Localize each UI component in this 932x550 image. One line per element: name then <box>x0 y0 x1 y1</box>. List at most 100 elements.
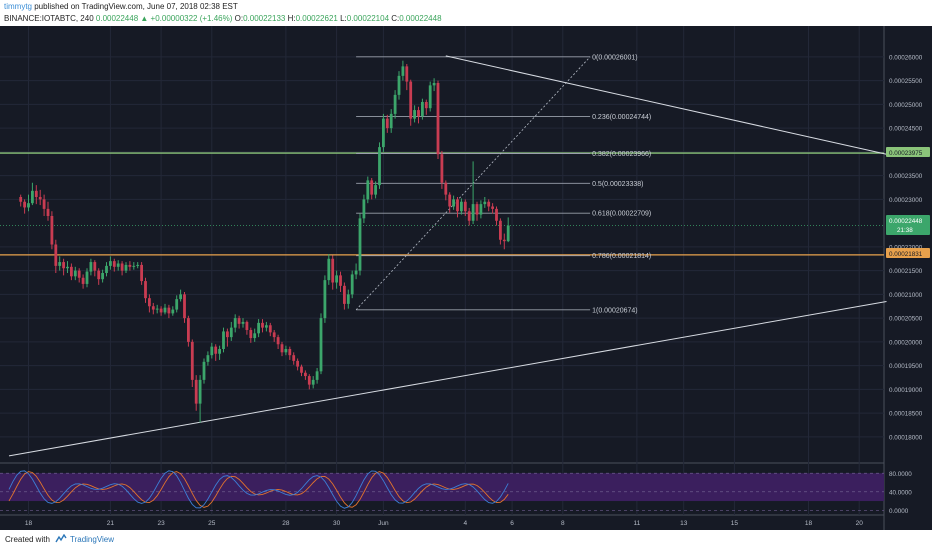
candle-up <box>401 66 405 76</box>
candle-down <box>405 66 409 82</box>
close-label: C: <box>391 14 400 23</box>
time-axis-label: 28 <box>282 520 290 527</box>
candle-up <box>179 294 182 300</box>
last-price: 0.00022448 <box>95 14 139 23</box>
candle-down <box>187 318 190 342</box>
candle-down <box>54 244 58 266</box>
candle-down <box>424 102 428 109</box>
candle-down <box>34 190 38 197</box>
candle-down <box>237 318 241 324</box>
candle-down <box>159 308 163 313</box>
candle-down <box>62 262 65 269</box>
candle-down <box>23 201 26 208</box>
candle-up <box>323 280 327 319</box>
candle-down <box>38 197 42 200</box>
candle-down <box>467 211 471 221</box>
stoch-axis-label: 80.0000 <box>889 471 912 478</box>
candle-down <box>495 208 498 221</box>
candle-up <box>471 204 475 221</box>
candle-down <box>409 81 413 119</box>
time-axis-label: 20 <box>856 520 864 527</box>
candle-down <box>42 199 46 209</box>
price-axis-label: 0.00019500 <box>889 363 923 370</box>
candle-down <box>140 264 143 282</box>
candle-up <box>253 333 257 339</box>
candle-down <box>183 294 186 319</box>
open-label: O: <box>234 14 244 23</box>
candle-up <box>358 218 362 271</box>
candle-down <box>167 307 171 314</box>
stoch-band <box>0 473 884 502</box>
candle-up <box>327 258 331 281</box>
candle-down <box>385 118 389 129</box>
symbol-label: BINANCE:IOTABTC, 240 <box>4 14 94 23</box>
candle-up <box>378 147 381 186</box>
time-axis-label: 18 <box>805 520 813 527</box>
candle-up <box>421 102 424 117</box>
author-link[interactable]: timmytg <box>4 2 32 11</box>
chart-header: timmytg published on TradingView.com, Ju… <box>0 0 932 26</box>
price-axis-label: 0.00021500 <box>889 268 923 275</box>
candle-up <box>132 265 136 267</box>
candle-down <box>343 285 346 304</box>
orange-level-tag-text: 0.00021831 <box>889 251 923 258</box>
candle-down <box>440 154 444 183</box>
price-axis-label: 0.00021000 <box>889 292 923 299</box>
stoch-d-line <box>8 471 509 508</box>
time-axis-label: 23 <box>157 520 165 527</box>
price-chart[interactable]: 0.00026000 0.00025500 0.00025000 0.00024500… <box>0 26 932 530</box>
candle-down <box>249 330 253 339</box>
candle-down <box>296 360 299 367</box>
time-axis-label: 13 <box>680 520 688 527</box>
tradingview-brand[interactable]: TradingView <box>70 535 115 544</box>
candle-down <box>50 216 54 245</box>
candle-up <box>366 180 370 200</box>
candle-up <box>206 355 210 362</box>
candle-down <box>19 197 23 202</box>
candle-up <box>218 349 221 354</box>
fib-level-label: 0.236(0.00024744) <box>592 114 651 121</box>
fib-level-label: 0.618(0.00022709) <box>592 211 651 218</box>
candle-up <box>346 294 350 304</box>
candle-up <box>265 325 268 328</box>
fib-level-label: 0(0.00026001) <box>592 54 638 61</box>
candle-up <box>73 270 77 277</box>
open-value: 0.00022133 <box>243 14 286 23</box>
candle-up <box>66 266 69 269</box>
candle-up <box>397 75 401 95</box>
candle-down <box>475 204 479 215</box>
price-axis-label: 0.00018000 <box>889 434 923 441</box>
candle-up <box>124 264 128 271</box>
publish-line: timmytg published on TradingView.com, Ju… <box>4 2 238 11</box>
price-axis-label: 0.00022000 <box>889 244 923 251</box>
candle-down <box>81 277 85 284</box>
low-value: 0.00022104 <box>346 14 390 23</box>
candle-down <box>190 341 194 380</box>
trendlines[interactable] <box>8 55 887 457</box>
candle-down <box>448 194 452 207</box>
created-with-text: Created with <box>5 535 50 544</box>
candle-down <box>148 298 151 307</box>
candle-down <box>226 331 229 338</box>
candle-up <box>229 327 233 338</box>
candle-down <box>456 199 459 212</box>
up-arrow-icon: ▲ <box>140 14 149 23</box>
candle-up <box>413 110 416 119</box>
candle-up <box>319 318 323 372</box>
candle-up <box>89 262 93 272</box>
price-axis-panel[interactable] <box>884 26 932 530</box>
candle-down <box>502 239 506 242</box>
candle-up <box>483 201 487 205</box>
candle-up <box>171 309 175 314</box>
candle-up <box>210 346 214 356</box>
fib-level-label: 0.5(0.00023338) <box>592 181 643 188</box>
trendline <box>8 301 887 457</box>
price-axis-label: 0.00025500 <box>889 78 923 85</box>
published-text: published on TradingView.com, June 07, 2… <box>34 2 238 11</box>
candle-down <box>93 262 97 271</box>
time-axis-label: 11 <box>634 520 641 527</box>
close-value: 0.00022448 <box>399 14 442 23</box>
time-axis-label: 30 <box>333 520 341 527</box>
time-axis-label: 8 <box>561 520 565 527</box>
stochastic-pane: 80.0000 40.0000 0.0000 <box>0 470 912 515</box>
